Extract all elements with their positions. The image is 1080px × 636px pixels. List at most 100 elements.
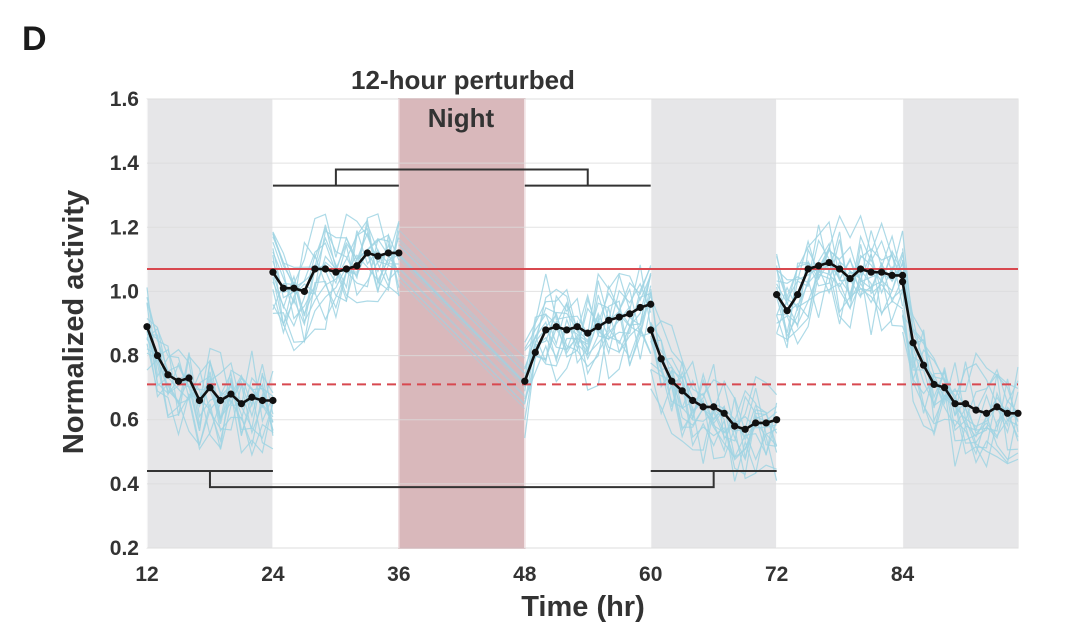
individual-trace xyxy=(776,239,904,349)
individual-trace xyxy=(650,323,777,434)
mean-point xyxy=(741,425,749,433)
mean-point xyxy=(269,396,277,405)
y-tick-label: 0.8 xyxy=(110,345,140,368)
individual-trace-gap xyxy=(398,244,526,374)
y-tick-label: 0.2 xyxy=(110,537,139,560)
individual-trace xyxy=(776,239,904,311)
individual-trace xyxy=(524,264,652,403)
individual-trace xyxy=(650,339,778,460)
y-tick-label: 1.4 xyxy=(110,152,140,175)
mean-point xyxy=(573,323,581,331)
individual-trace xyxy=(524,292,651,388)
mean-point xyxy=(269,268,277,276)
tick-labels: 12 24 36 48 60 72 84 0.2 0.4 0.6 0.8 1.0 1.2 1.4 1.6 xyxy=(110,88,915,586)
individual-trace xyxy=(776,268,904,338)
individual-trace-gap xyxy=(398,266,526,396)
individual-trace xyxy=(524,266,652,392)
individual-trace xyxy=(272,263,400,352)
mean-point xyxy=(856,265,865,273)
mean-point xyxy=(374,252,382,260)
mean-point xyxy=(783,307,791,315)
mean-point xyxy=(531,348,539,356)
x-tick-label: 60 xyxy=(639,563,662,586)
comparison-brackets xyxy=(147,168,777,489)
individual-trace xyxy=(650,322,778,461)
individual-trace xyxy=(524,265,652,379)
individual-trace xyxy=(776,251,904,341)
individual-trace xyxy=(524,310,652,400)
individual-trace-gap xyxy=(398,245,526,375)
individual-trace xyxy=(272,254,400,335)
mean-point xyxy=(353,262,361,270)
individual-trace xyxy=(272,248,400,343)
mean-point xyxy=(1014,409,1022,417)
y-tick-label: 1.0 xyxy=(110,280,139,303)
mean-point xyxy=(867,268,875,276)
mean-point xyxy=(552,323,560,331)
individual-trace-gap xyxy=(398,275,526,405)
individual-trace xyxy=(776,247,904,305)
mean-point xyxy=(961,400,970,408)
mean-point xyxy=(521,377,529,385)
individual-trace-gap xyxy=(398,253,526,383)
reference-lines xyxy=(147,267,1018,386)
individual-trace xyxy=(524,305,652,439)
annotation-night: Night xyxy=(428,103,495,133)
mean-point xyxy=(940,384,949,392)
individual-trace xyxy=(902,262,1019,444)
x-tick-label: 12 xyxy=(135,563,158,586)
individual-trace xyxy=(146,327,274,421)
individual-trace-gap xyxy=(398,256,526,386)
individual-trace xyxy=(650,320,778,432)
mean-point xyxy=(237,400,246,408)
individual-trace xyxy=(146,343,274,448)
individual-trace xyxy=(902,289,1019,467)
mean-point xyxy=(930,380,938,389)
mean-point xyxy=(311,265,319,273)
mean-point xyxy=(647,326,655,334)
mean-point xyxy=(699,403,707,411)
mean-point xyxy=(605,316,613,324)
mean-point xyxy=(982,409,991,417)
mean-point xyxy=(636,303,644,312)
mean-point xyxy=(342,265,350,273)
mean-point xyxy=(206,384,214,392)
individual-trace xyxy=(650,289,778,442)
individual-trace-gap xyxy=(398,258,526,388)
mean-point xyxy=(731,422,739,430)
individual-trace-gap xyxy=(398,280,526,410)
mean-point xyxy=(1003,409,1012,417)
individual-trace xyxy=(272,227,400,326)
mean-point xyxy=(710,403,718,411)
mean-point xyxy=(615,313,623,321)
x-tick-label: 24 xyxy=(261,563,285,586)
mean-point xyxy=(898,278,907,286)
panel-letter: D xyxy=(22,20,47,58)
mean-point xyxy=(720,409,728,417)
y-axis-label: Normalized activity xyxy=(58,190,90,454)
mean-point xyxy=(174,377,183,385)
mean-point xyxy=(668,377,676,385)
mean-point xyxy=(185,374,193,382)
mean-point xyxy=(164,371,172,379)
individual-trace xyxy=(902,259,1019,417)
individual-trace xyxy=(272,213,400,306)
individual-trace-gap xyxy=(398,240,526,370)
mean-point xyxy=(300,287,309,296)
mean-point xyxy=(563,326,571,334)
mean-point xyxy=(584,329,592,337)
mean-point xyxy=(384,249,392,257)
mean-series xyxy=(143,249,1022,433)
x-tick-label: 72 xyxy=(765,563,788,586)
individual-trace-gap xyxy=(398,275,526,405)
x-tick-label: 84 xyxy=(891,563,915,586)
mean-point xyxy=(227,390,235,398)
x-tick-label: 48 xyxy=(513,563,537,586)
mean-point xyxy=(898,271,907,279)
y-tick-label: 0.6 xyxy=(110,409,139,432)
mean-point xyxy=(594,323,602,331)
mean-point xyxy=(888,271,896,279)
individual-trace xyxy=(146,358,274,457)
mean-point xyxy=(626,310,634,318)
